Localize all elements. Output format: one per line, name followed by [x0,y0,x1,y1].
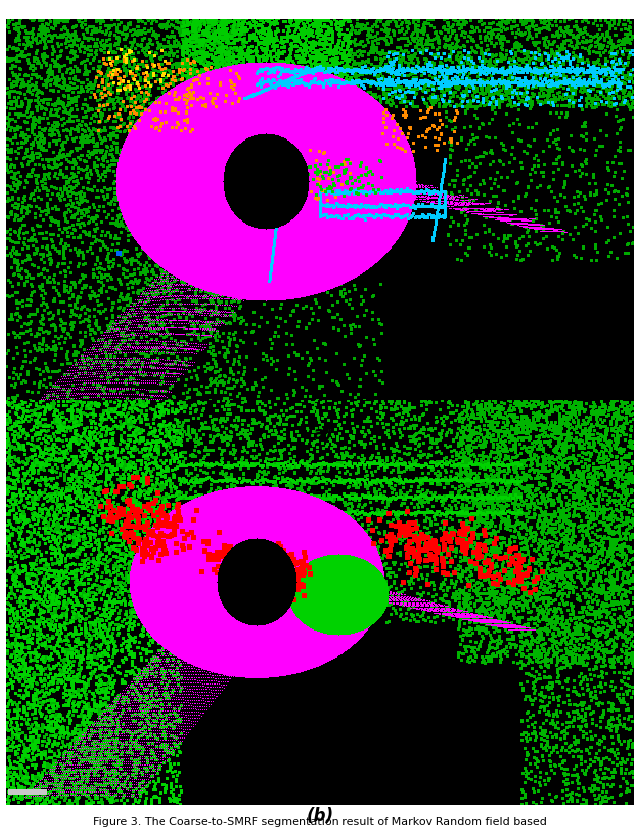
Text: (b): (b) [307,806,333,824]
Text: (a): (a) [307,425,333,443]
Text: Figure 3. The Coarse-to-SMRF segmentation result of Markov Random field based: Figure 3. The Coarse-to-SMRF segmentatio… [93,816,547,826]
